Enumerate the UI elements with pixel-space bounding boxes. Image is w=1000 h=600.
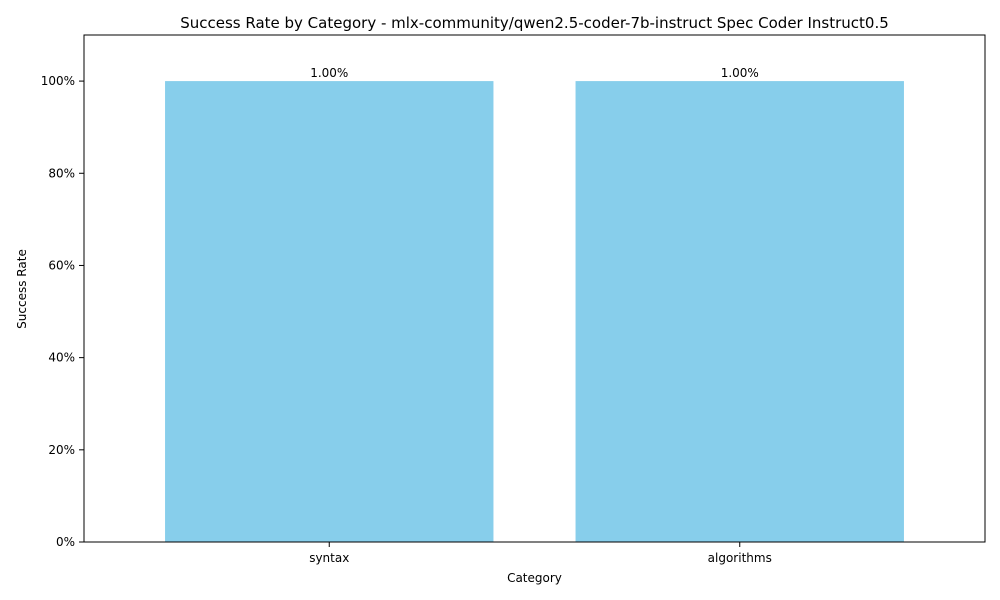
bar-algorithms bbox=[575, 81, 904, 542]
y-tick-label-1: 20% bbox=[48, 443, 75, 457]
x-tick-label-syntax: syntax bbox=[309, 551, 349, 565]
plot-frame bbox=[83, 34, 986, 543]
chart-title: Success Rate by Category - mlx-community… bbox=[180, 14, 889, 32]
y-tick-label-5: 100% bbox=[41, 74, 75, 88]
y-tick-label-4: 80% bbox=[48, 166, 75, 180]
data-label-algorithms: 1.00% bbox=[721, 66, 759, 80]
y-tick-label-3: 60% bbox=[48, 258, 75, 272]
data-label-syntax: 1.00% bbox=[310, 66, 348, 80]
y-tick-label-2: 40% bbox=[48, 351, 75, 365]
plot-area: 1.00% syntax 1.00% algorithms 0% 20% 40% 60% 80%… bbox=[41, 34, 986, 565]
y-axis-label: Success Rate bbox=[15, 249, 29, 329]
bar-syntax bbox=[165, 81, 494, 542]
x-tick-label-algorithms: algorithms bbox=[708, 551, 772, 565]
y-tick-label-0: 0% bbox=[56, 535, 75, 549]
x-axis-label: Category bbox=[507, 571, 562, 585]
